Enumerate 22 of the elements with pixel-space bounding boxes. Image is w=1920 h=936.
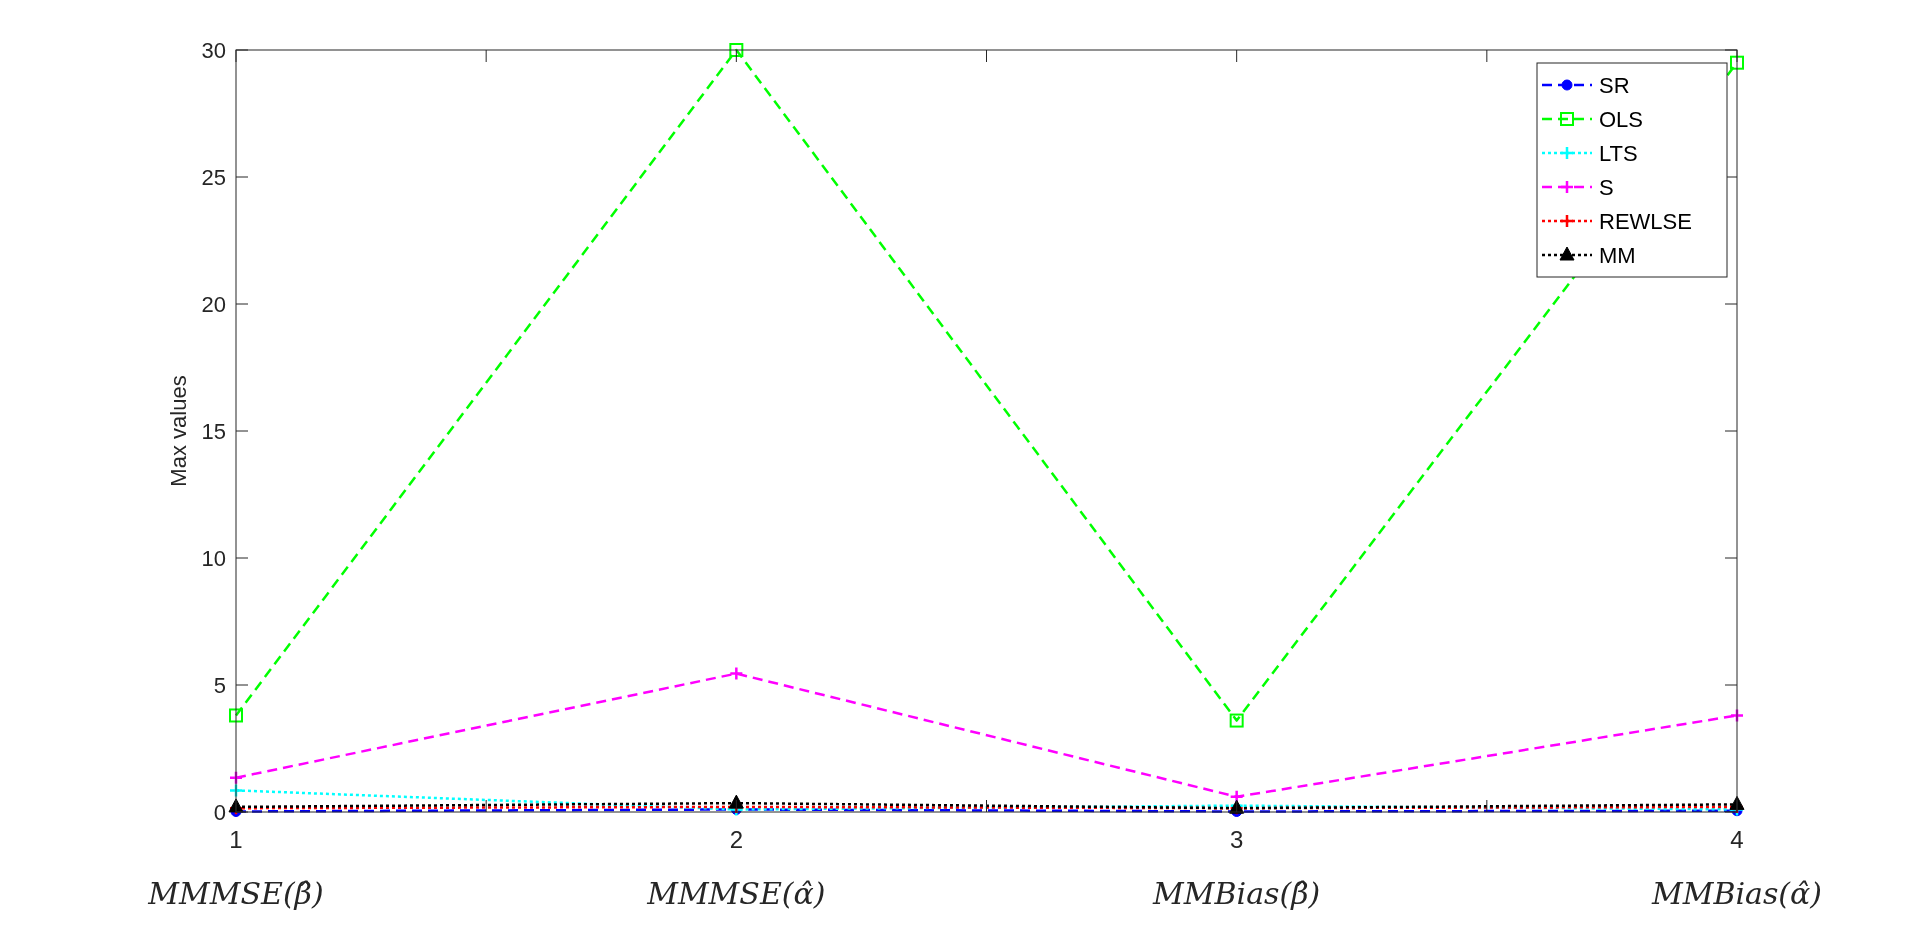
text: MMBias(β̂) [1152, 876, 1321, 911]
y-tick-label: 5 [213, 672, 226, 698]
x-tick-label: 3 [1229, 826, 1244, 853]
y-axis-title: Max values [166, 375, 191, 487]
y-tick-label: 0 [213, 799, 226, 825]
legend-label: OLS [1599, 106, 1644, 132]
y-tick-label: 10 [201, 545, 226, 571]
text: MMMSE(α̂) [646, 876, 826, 911]
legend-label: LTS [1599, 140, 1638, 166]
x-tick-label: 1 [229, 826, 243, 853]
x-tick-label: 2 [729, 826, 744, 853]
y-tick-label: 25 [201, 164, 226, 190]
x-tick-label: 4 [1730, 826, 1744, 853]
y-tick-label: 20 [201, 291, 226, 317]
legend-label: SR [1599, 72, 1630, 98]
legend-label: MM [1599, 242, 1636, 268]
legend-label: S [1599, 174, 1614, 200]
legend-label: REWLSE [1599, 208, 1692, 234]
y-tick-label: 15 [201, 418, 226, 444]
text: MMMSE(β̂) [147, 876, 324, 911]
y-tick-label: 30 [201, 37, 226, 63]
text: MMBias(α̂) [1650, 876, 1823, 911]
